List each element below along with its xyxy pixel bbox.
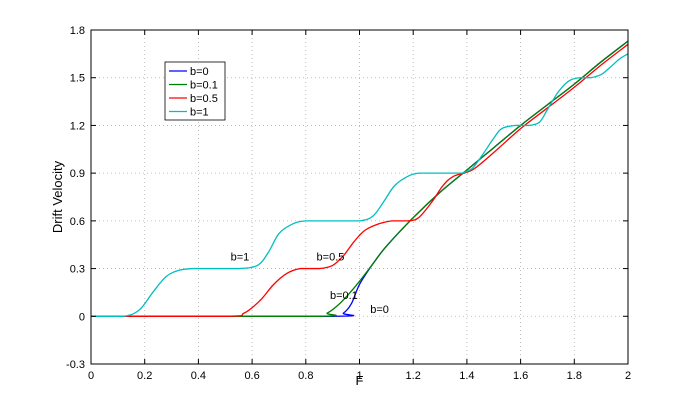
tick-marks bbox=[90, 29, 629, 365]
legend-items: b=0 b=0.1b=0.5 b=1 bbox=[169, 66, 218, 119]
series-line-b-1 bbox=[91, 53, 629, 317]
y-tick-label: -0.3 bbox=[66, 359, 85, 371]
series-line-b-0-1 bbox=[91, 40, 629, 317]
x-tick-label: 1.8 bbox=[567, 370, 582, 382]
legend-label: b=1 bbox=[190, 107, 209, 119]
x-tick-label: 0.8 bbox=[298, 370, 313, 382]
x-tick-label: 1.6 bbox=[513, 370, 528, 382]
x-tick-label: 0 bbox=[88, 370, 94, 382]
y-tick-label: 0 bbox=[79, 311, 85, 323]
curve-annotation: b=1 bbox=[231, 252, 250, 264]
y-tick-label: 0.9 bbox=[70, 168, 85, 180]
legend-label: b=0.5 bbox=[190, 93, 218, 105]
annotations: b=1 b=0.5 b=0.1 b=0 bbox=[231, 252, 389, 316]
curve-annotation: b=0.5 bbox=[317, 252, 345, 264]
curve-annotation: b=0.1 bbox=[330, 290, 358, 302]
y-tick-label: 1.2 bbox=[70, 120, 85, 132]
y-axis-title: Drift Velocity bbox=[50, 160, 65, 233]
x-tick-label: 2 bbox=[625, 370, 631, 382]
x-tick-label: 0.4 bbox=[191, 370, 206, 382]
x-tick-label: 0.6 bbox=[244, 370, 259, 382]
y-tick-labels: -0.3 0 0.3 0.6 0.9 1.2 1.5 1.8 bbox=[66, 25, 85, 371]
y-tick-label: 1.5 bbox=[70, 73, 85, 85]
legend-label: b=0.1 bbox=[190, 80, 218, 92]
x-tick-label: 1.2 bbox=[406, 370, 421, 382]
series-line-b-0-5 bbox=[91, 43, 629, 317]
x-axis-title: F bbox=[356, 373, 364, 388]
legend-box bbox=[164, 61, 226, 121]
curve-annotation: b=0 bbox=[370, 304, 389, 316]
x-tick-label: 1.4 bbox=[459, 370, 474, 382]
x-tick-label: 1 bbox=[356, 370, 362, 382]
x-tick-labels: 0 0.2 0.4 0.6 0.8 1 1.2 1.4 1.6 1.8 2 bbox=[88, 370, 631, 382]
y-tick-label: 0.6 bbox=[70, 216, 85, 228]
y-tick-label: 1.8 bbox=[70, 25, 85, 37]
legend: b=0 b=0.1b=0.5 b=1 bbox=[164, 61, 226, 121]
x-tick-label: 0.2 bbox=[137, 370, 152, 382]
series-layer bbox=[91, 40, 629, 317]
legend-label: b=0 bbox=[190, 66, 209, 78]
y-tick-label: 0.3 bbox=[70, 264, 85, 276]
